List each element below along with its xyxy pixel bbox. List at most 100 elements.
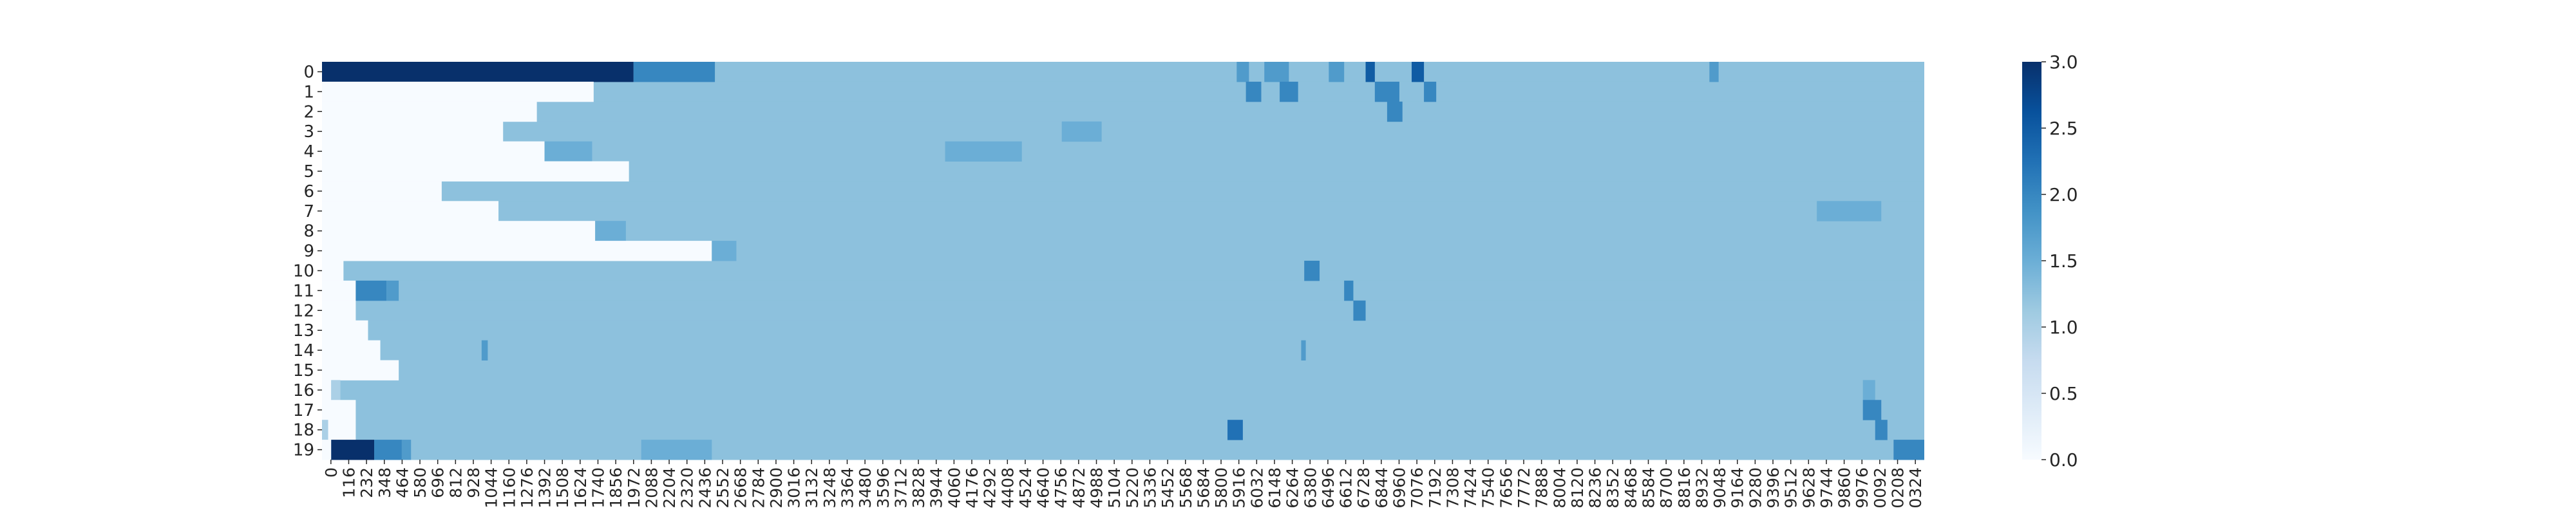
x-tick-label: 8236 (1586, 467, 1605, 509)
heatmap-cell (1264, 62, 1289, 82)
x-tick-label: 348 (375, 467, 394, 498)
y-tick-label: 8 (303, 222, 314, 241)
x-tick-label: 9396 (1764, 467, 1783, 509)
x-tick-label: 8584 (1640, 467, 1658, 509)
colorbar-tick-label: 2.0 (2049, 184, 2078, 205)
x-tick-label: 1972 (625, 467, 643, 509)
heatmap-cell (331, 440, 375, 460)
x-tick-label: 8700 (1657, 467, 1676, 509)
x-tick-label: 116 (339, 467, 358, 498)
x-tick-label: 9860 (1835, 467, 1854, 509)
heatmap-row-15 (322, 360, 1924, 380)
x-tick-label: 9048 (1710, 467, 1729, 509)
heatmap-cell (322, 360, 399, 380)
heatmap-row-19 (322, 440, 1924, 460)
y-tick-label: 16 (293, 381, 314, 400)
heatmap-cell (1301, 340, 1306, 360)
heatmap-cell (322, 201, 499, 221)
y-tick-label: 6 (303, 182, 314, 201)
x-tick-label: 0208 (1889, 467, 1908, 509)
y-tick-label: 12 (293, 301, 314, 321)
x-tick-label: 7424 (1461, 467, 1480, 509)
heatmap-row-6 (322, 181, 1924, 201)
heatmap-cell (322, 241, 712, 261)
colorbar-tick-label: 1.0 (2049, 317, 2078, 338)
heatmap-cell (322, 400, 356, 420)
y-tick-label: 1 (303, 82, 314, 102)
colorbar-tick-label: 3.0 (2049, 52, 2078, 73)
heatmap-cell (1227, 420, 1243, 440)
x-tick-label: 928 (464, 467, 483, 498)
x-tick-label: 2204 (660, 467, 679, 509)
y-tick-label: 13 (293, 321, 314, 341)
heatmap-cell (322, 261, 344, 281)
x-tick-label: 9976 (1853, 467, 1871, 509)
heatmap-cell (1365, 62, 1375, 82)
heatmap-cell (1280, 81, 1298, 102)
heatmap-cell (328, 420, 356, 440)
x-tick-label: 0 (322, 467, 341, 478)
x-tick-label: 2552 (714, 467, 732, 509)
colorbar-tick-label: 2.5 (2049, 118, 2078, 139)
heatmap-cell (355, 280, 387, 301)
x-tick-label: 3480 (856, 467, 875, 509)
x-tick-label: 6148 (1265, 467, 1284, 509)
heatmap-row-10 (322, 261, 1924, 281)
x-tick-label: 9512 (1782, 467, 1801, 509)
x-tick-label: 6380 (1301, 467, 1320, 509)
y-tick-label: 5 (303, 162, 314, 182)
y-tick-label: 7 (303, 202, 314, 221)
x-tick-label: 6844 (1372, 467, 1391, 509)
heatmap-cell (945, 141, 1022, 162)
x-axis-ticks: 0116232348464580696812928104411601276139… (322, 460, 1925, 509)
heatmap-cell (322, 280, 356, 301)
heatmap-cell (481, 340, 488, 360)
heatmap-cell (322, 221, 596, 241)
y-tick-label: 18 (293, 421, 314, 440)
x-tick-label: 2320 (678, 467, 697, 509)
x-tick-label: 2900 (767, 467, 786, 509)
heatmap-cell (633, 62, 715, 82)
heatmap-cells (322, 62, 1924, 460)
x-tick-label: 7540 (1479, 467, 1498, 509)
heatmap-cell (322, 181, 442, 201)
heatmap-row-18 (322, 420, 1924, 440)
y-tick-label: 19 (293, 441, 314, 460)
heatmap-cell (322, 300, 356, 321)
x-tick-label: 5220 (1123, 467, 1142, 509)
heatmap-cell (322, 440, 332, 460)
x-tick-label: 7772 (1515, 467, 1533, 509)
x-tick-label: 696 (429, 467, 448, 498)
x-tick-label: 8120 (1568, 467, 1587, 509)
heatmap-cell (322, 101, 537, 122)
x-tick-label: 1044 (482, 467, 501, 509)
x-tick-label: 3248 (820, 467, 839, 509)
x-tick-label: 6496 (1319, 467, 1338, 509)
x-tick-label: 1160 (500, 467, 518, 509)
heatmap-cell (1236, 62, 1249, 82)
x-tick-label: 7888 (1533, 467, 1551, 509)
y-tick-label: 2 (303, 102, 314, 122)
heatmap-cell (331, 380, 341, 400)
x-tick-label: 4060 (945, 467, 963, 509)
heatmap-cell (1893, 440, 1924, 460)
heatmap-cell (1875, 420, 1888, 440)
x-tick-label: 5568 (1177, 467, 1195, 509)
x-tick-label: 4640 (1034, 467, 1053, 509)
x-tick-label: 7308 (1443, 467, 1462, 509)
x-tick-label: 3828 (909, 467, 928, 509)
x-tick-label: 2784 (749, 467, 768, 509)
heatmap-cell (1353, 300, 1366, 321)
y-tick-label: 4 (303, 142, 314, 162)
x-tick-label: 7076 (1408, 467, 1426, 509)
heatmap-cell (322, 81, 594, 102)
x-tick-label: 7656 (1497, 467, 1515, 509)
x-tick-label: 4756 (1052, 467, 1070, 509)
heatmap-cell (1245, 81, 1262, 102)
colorbar-gradient (2022, 62, 2041, 460)
y-tick-label: 0 (303, 62, 314, 82)
heatmap-row-13 (322, 320, 1924, 341)
x-tick-label: 6264 (1283, 467, 1302, 509)
heatmap-row-17 (322, 400, 1924, 420)
